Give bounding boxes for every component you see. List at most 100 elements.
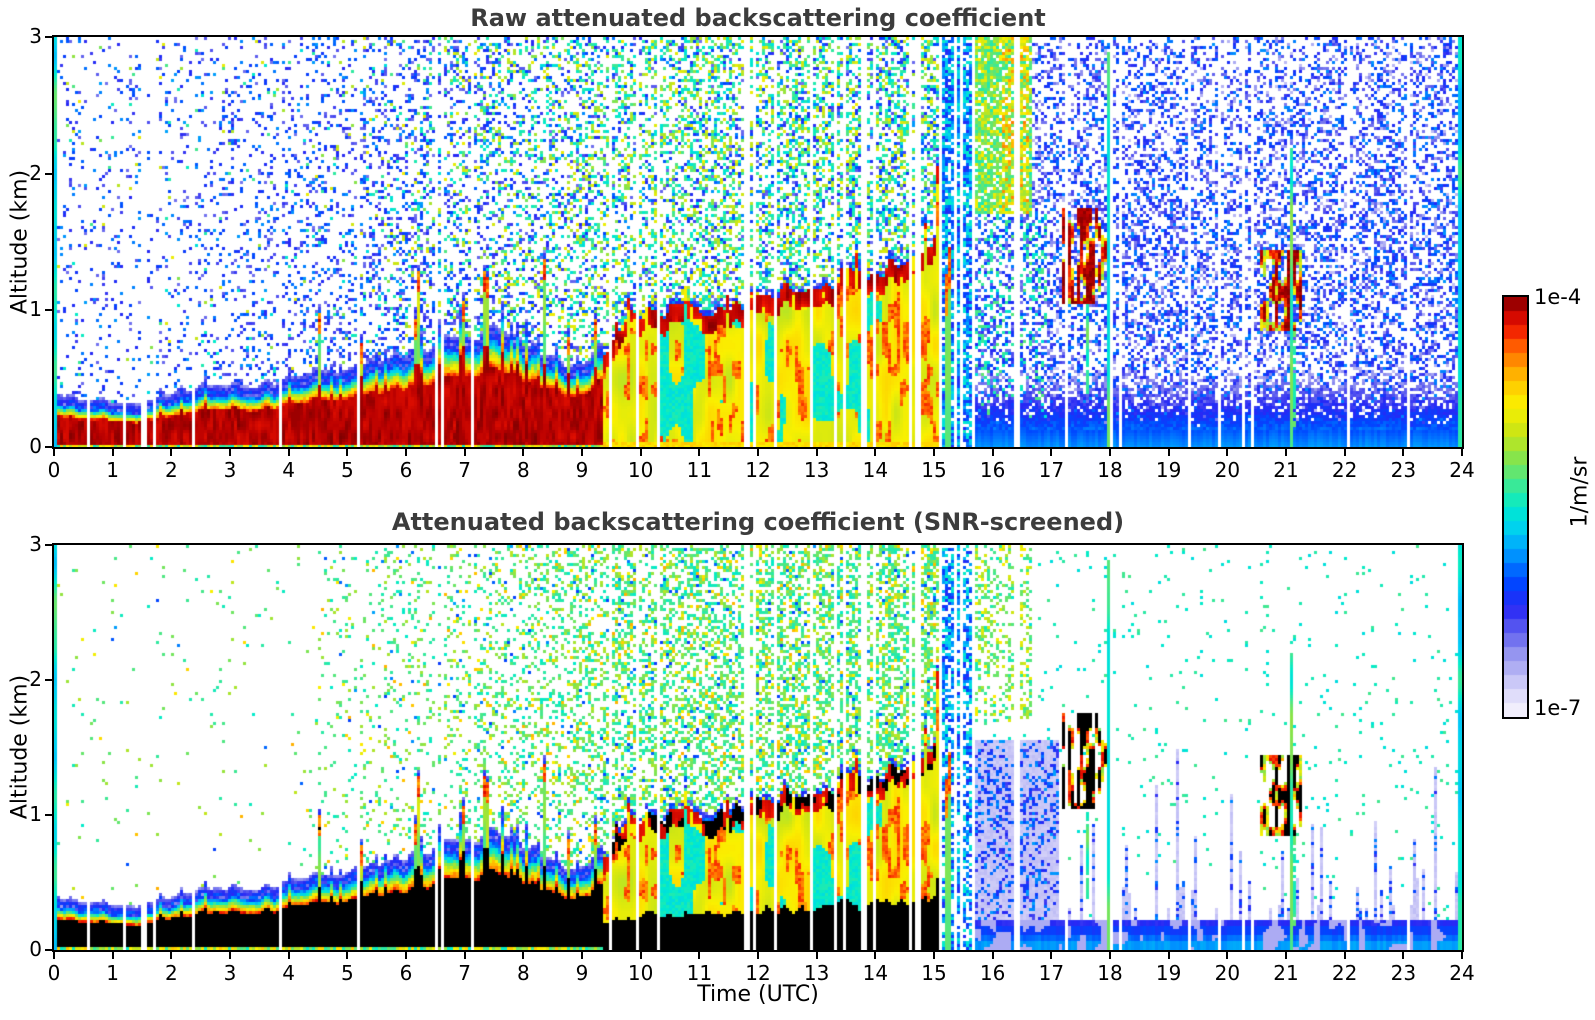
x-axis-label: Time (UTC) — [697, 982, 819, 1007]
x-axis-tick — [229, 952, 231, 959]
y-axis-tick — [45, 949, 52, 951]
x-axis-tick — [287, 952, 290, 959]
x-axis-tick-label: 3 — [223, 961, 237, 985]
x-axis-tick-label: 19 — [1155, 458, 1182, 482]
x-axis-tick — [522, 449, 525, 456]
x-axis-tick — [346, 449, 349, 456]
y-axis-label-screened: Altitude (km) — [7, 674, 33, 820]
x-axis-tick-label: 8 — [516, 961, 530, 985]
x-axis-tick-label: 3 — [223, 458, 237, 482]
x-axis-tick-label: 14 — [862, 458, 889, 482]
x-axis-tick-label: 9 — [575, 961, 589, 985]
x-axis-tick-label: 20 — [1214, 458, 1241, 482]
x-axis-tick-label: 16 — [979, 458, 1006, 482]
x-axis-tick — [1285, 449, 1287, 456]
x-axis-tick — [1343, 952, 1346, 959]
x-axis-tick-label: 21 — [1273, 458, 1299, 482]
y-axis-tick-label: 1 — [29, 802, 42, 826]
x-axis-tick — [463, 449, 466, 456]
x-axis-tick-label: 6 — [399, 961, 413, 985]
x-axis-tick — [53, 449, 55, 456]
y-axis-tick — [45, 814, 52, 816]
x-axis-tick — [874, 952, 877, 959]
colorbar — [1502, 295, 1529, 719]
x-axis-tick — [815, 449, 818, 456]
raw-heatmap-canvas — [54, 37, 1462, 447]
x-axis-tick — [1226, 449, 1229, 456]
y-axis-tick-label: 0 — [29, 937, 42, 961]
x-axis-tick — [581, 449, 583, 456]
x-axis-tick — [1050, 449, 1053, 456]
x-axis-tick-label: 2 — [164, 961, 178, 985]
x-axis-tick-label: 17 — [1038, 458, 1065, 482]
x-axis-tick-label: 22 — [1331, 458, 1358, 482]
x-axis-tick-label: 15 — [921, 458, 947, 482]
y-axis-tick-label: 0 — [29, 434, 42, 458]
x-axis-tick-label: 0 — [47, 961, 61, 985]
x-axis-tick-label: 19 — [1155, 961, 1182, 985]
x-axis-tick — [757, 449, 759, 456]
y-axis-tick-label: 2 — [29, 160, 42, 185]
x-axis-tick-label: 24 — [1449, 961, 1475, 985]
colorbar-min-label: 1e-7 — [1534, 696, 1582, 720]
colorbar-canvas — [1504, 297, 1527, 717]
y-axis-tick — [45, 309, 52, 312]
x-axis-tick-label: 1 — [106, 458, 120, 482]
x-axis-tick-label: 17 — [1038, 961, 1065, 985]
x-axis-tick-label: 2 — [164, 458, 178, 482]
x-axis-tick-label: 23 — [1390, 458, 1417, 482]
x-axis-tick-label: 9 — [575, 458, 589, 482]
x-axis-tick-label: 7 — [458, 961, 472, 985]
x-axis-tick — [639, 449, 642, 456]
x-axis-tick-label: 5 — [340, 458, 354, 482]
x-axis-tick-label: 20 — [1214, 961, 1241, 985]
x-axis-tick — [1285, 952, 1287, 959]
x-axis-tick — [1461, 449, 1463, 456]
x-axis-tick — [581, 952, 583, 959]
x-axis-tick-label: 22 — [1331, 961, 1358, 985]
x-axis-tick — [1167, 449, 1170, 456]
x-axis-tick-label: 24 — [1449, 458, 1475, 482]
x-axis-tick — [874, 449, 877, 456]
x-axis-tick — [170, 952, 173, 959]
y-axis-tick — [45, 36, 52, 38]
x-axis-tick — [1343, 449, 1346, 456]
x-axis-tick-label: 21 — [1273, 961, 1299, 985]
x-axis-tick — [405, 449, 407, 456]
x-axis-tick — [1402, 952, 1405, 959]
x-axis-tick — [229, 449, 231, 456]
x-axis-tick-label: 13 — [803, 961, 830, 985]
y-axis-tick — [45, 172, 52, 175]
colorbar-max-label: 1e-4 — [1534, 285, 1582, 309]
x-axis-tick — [111, 952, 114, 959]
y-axis-tick-label: 3 — [29, 532, 42, 556]
x-axis-tick-label: 10 — [627, 458, 654, 482]
panel-title-raw: Raw attenuated backscattering coefficien… — [470, 4, 1046, 32]
x-axis-tick — [991, 952, 994, 959]
y-axis-tick-label: 1 — [29, 297, 42, 322]
x-axis-tick-label: 6 — [399, 458, 413, 482]
x-axis-tick-label: 11 — [686, 961, 713, 985]
x-axis-tick — [1402, 449, 1405, 456]
x-axis-tick — [1050, 952, 1053, 959]
x-axis-tick — [1461, 952, 1463, 959]
x-axis-tick — [170, 449, 173, 456]
raw-panel-plot-area — [52, 35, 1464, 449]
x-axis-tick — [991, 449, 994, 456]
x-axis-tick — [698, 952, 701, 959]
x-axis-tick — [287, 449, 290, 456]
x-axis-tick-label: 0 — [47, 458, 61, 482]
x-axis-tick-label: 12 — [745, 458, 771, 482]
x-axis-tick — [698, 449, 701, 456]
x-axis-tick-label: 18 — [1097, 961, 1123, 985]
colorbar-unit-label: 1/m/sr — [1567, 456, 1593, 528]
x-axis-tick-label: 16 — [979, 961, 1006, 985]
screened-heatmap-canvas — [54, 545, 1462, 950]
x-axis-tick-label: 18 — [1097, 458, 1123, 482]
y-axis-tick-label: 2 — [29, 667, 42, 691]
x-axis-tick-label: 12 — [745, 961, 771, 985]
x-axis-tick-label: 4 — [282, 961, 296, 985]
x-axis-tick-label: 13 — [803, 458, 830, 482]
y-axis-tick — [45, 679, 52, 681]
x-axis-tick-label: 23 — [1390, 961, 1417, 985]
